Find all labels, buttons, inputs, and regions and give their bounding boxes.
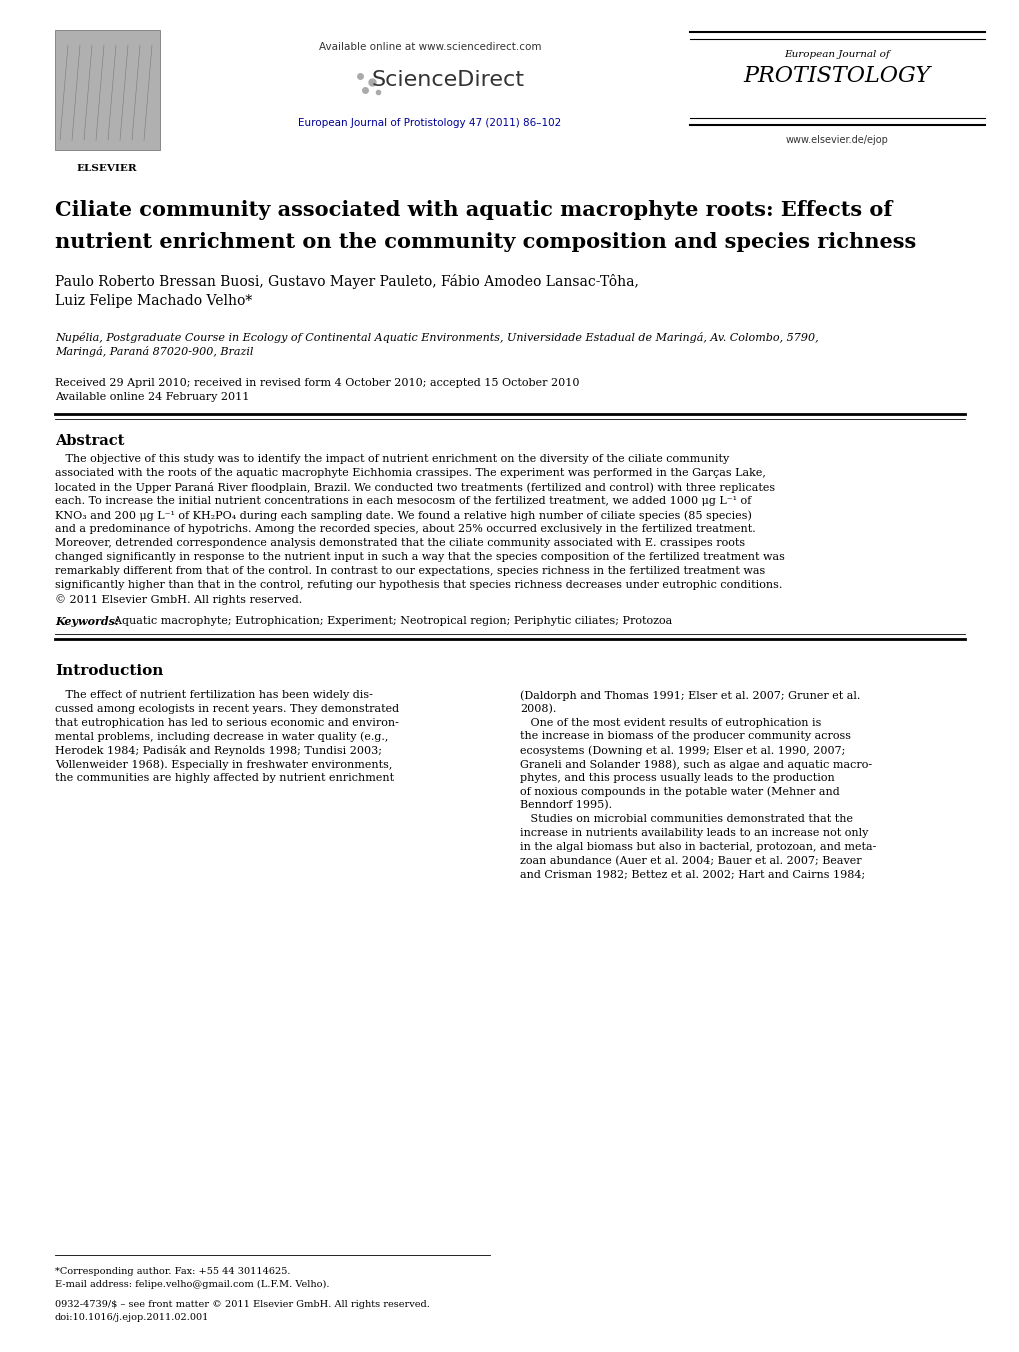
Text: Ciliate community associated with aquatic macrophyte roots: Effects of: Ciliate community associated with aquati…: [55, 200, 892, 220]
Text: nutrient enrichment on the community composition and species richness: nutrient enrichment on the community com…: [55, 233, 915, 251]
Text: © 2011 Elsevier GmbH. All rights reserved.: © 2011 Elsevier GmbH. All rights reserve…: [55, 594, 302, 604]
Text: Luiz Felipe Machado Velho*: Luiz Felipe Machado Velho*: [55, 293, 252, 308]
Text: increase in nutrients availability leads to an increase not only: increase in nutrients availability leads…: [520, 827, 867, 838]
Text: Keywords:: Keywords:: [55, 617, 119, 627]
Text: Benndorf 1995).: Benndorf 1995).: [520, 800, 611, 811]
Text: Introduction: Introduction: [55, 664, 163, 677]
Text: ecosystems (Downing et al. 1999; Elser et al. 1990, 2007;: ecosystems (Downing et al. 1999; Elser e…: [520, 745, 845, 756]
Text: Available online 24 February 2011: Available online 24 February 2011: [55, 392, 249, 402]
Text: and Crisman 1982; Bettez et al. 2002; Hart and Cairns 1984;: and Crisman 1982; Bettez et al. 2002; Ha…: [520, 869, 864, 879]
Text: Nupélia, Postgraduate Course in Ecology of Continental Aquatic Environments, Uni: Nupélia, Postgraduate Course in Ecology …: [55, 333, 818, 343]
Bar: [55, 30, 160, 150]
Text: 2008).: 2008).: [520, 704, 555, 714]
Text: of noxious compounds in the potable water (Mehner and: of noxious compounds in the potable wate…: [520, 787, 839, 798]
Text: that eutrophication has led to serious economic and environ-: that eutrophication has led to serious e…: [55, 718, 398, 727]
Text: zoan abundance (Auer et al. 2004; Bauer et al. 2007; Beaver: zoan abundance (Auer et al. 2004; Bauer …: [520, 856, 861, 865]
Text: remarkably different from that of the control. In contrast to our expectations, : remarkably different from that of the co…: [55, 566, 764, 576]
Text: www.elsevier.de/ejop: www.elsevier.de/ejop: [785, 135, 888, 145]
Text: 0932-4739/$ – see front matter © 2011 Elsevier GmbH. All rights reserved.: 0932-4739/$ – see front matter © 2011 El…: [55, 1301, 429, 1309]
Text: in the algal biomass but also in bacterial, protozoan, and meta-: in the algal biomass but also in bacteri…: [520, 842, 875, 852]
Text: Received 29 April 2010; received in revised form 4 October 2010; accepted 15 Oct: Received 29 April 2010; received in revi…: [55, 379, 579, 388]
Text: and a predominance of hypotrichs. Among the recorded species, about 25% occurred: and a predominance of hypotrichs. Among …: [55, 525, 755, 534]
Text: (Daldorph and Thomas 1991; Elser et al. 2007; Gruner et al.: (Daldorph and Thomas 1991; Elser et al. …: [520, 690, 860, 700]
Text: Abstract: Abstract: [55, 434, 124, 448]
Text: KNO₃ and 200 μg L⁻¹ of KH₂PO₄ during each sampling date. We found a relative hig: KNO₃ and 200 μg L⁻¹ of KH₂PO₄ during eac…: [55, 510, 751, 521]
Text: The objective of this study was to identify the impact of nutrient enrichment on: The objective of this study was to ident…: [55, 454, 729, 464]
Text: the communities are highly affected by nutrient enrichment: the communities are highly affected by n…: [55, 773, 393, 783]
Text: significantly higher than that in the control, refuting our hypothesis that spec: significantly higher than that in the co…: [55, 580, 782, 589]
Text: PROTISTOLOGY: PROTISTOLOGY: [743, 65, 929, 87]
Text: ScienceDirect: ScienceDirect: [371, 70, 524, 91]
Text: Paulo Roberto Bressan Buosi, Gustavo Mayer Pauleto, Fábio Amodeo Lansac-Tôha,: Paulo Roberto Bressan Buosi, Gustavo May…: [55, 274, 638, 289]
Text: Available online at www.sciencedirect.com: Available online at www.sciencedirect.co…: [318, 42, 541, 51]
Text: the increase in biomass of the producer community across: the increase in biomass of the producer …: [520, 731, 850, 741]
Text: associated with the roots of the aquatic macrophyte Eichhomia crassipes. The exp: associated with the roots of the aquatic…: [55, 468, 765, 479]
Text: European Journal of Protistology 47 (2011) 86–102: European Journal of Protistology 47 (201…: [299, 118, 561, 128]
Text: Maringá, Paraná 87020-900, Brazil: Maringá, Paraná 87020-900, Brazil: [55, 346, 253, 357]
Text: Herodek 1984; Padisák and Reynolds 1998; Tundisi 2003;: Herodek 1984; Padisák and Reynolds 1998;…: [55, 745, 382, 756]
Text: Moreover, detrended correspondence analysis demonstrated that the ciliate commun: Moreover, detrended correspondence analy…: [55, 538, 745, 548]
Text: mental problems, including decrease in water quality (e.g.,: mental problems, including decrease in w…: [55, 731, 388, 742]
Text: Studies on microbial communities demonstrated that the: Studies on microbial communities demonst…: [520, 814, 852, 825]
Text: changed significantly in response to the nutrient input in such a way that the s: changed significantly in response to the…: [55, 552, 784, 562]
Text: phytes, and this process usually leads to the production: phytes, and this process usually leads t…: [520, 773, 834, 783]
Text: E-mail address: felipe.velho@gmail.com (L.F.M. Velho).: E-mail address: felipe.velho@gmail.com (…: [55, 1280, 329, 1288]
Text: One of the most evident results of eutrophication is: One of the most evident results of eutro…: [520, 718, 820, 727]
Text: European Journal of: European Journal of: [784, 50, 889, 59]
Text: Vollenweider 1968). Especially in freshwater environments,: Vollenweider 1968). Especially in freshw…: [55, 758, 392, 769]
Text: cussed among ecologists in recent years. They demonstrated: cussed among ecologists in recent years.…: [55, 704, 398, 714]
Text: The effect of nutrient fertilization has been widely dis-: The effect of nutrient fertilization has…: [55, 690, 373, 700]
Text: Graneli and Solander 1988), such as algae and aquatic macro-: Graneli and Solander 1988), such as alga…: [520, 758, 871, 769]
Text: Aquatic macrophyte; Eutrophication; Experiment; Neotropical region; Periphytic c: Aquatic macrophyte; Eutrophication; Expe…: [107, 617, 672, 626]
Text: *Corresponding author. Fax: +55 44 30114625.: *Corresponding author. Fax: +55 44 30114…: [55, 1267, 290, 1276]
Text: located in the Upper Paraná River floodplain, Brazil. We conducted two treatment: located in the Upper Paraná River floodp…: [55, 483, 774, 493]
Text: each. To increase the initial nutrient concentrations in each mesocosm of the fe: each. To increase the initial nutrient c…: [55, 496, 751, 506]
Text: ELSEVIER: ELSEVIER: [76, 164, 138, 173]
Text: doi:10.1016/j.ejop.2011.02.001: doi:10.1016/j.ejop.2011.02.001: [55, 1313, 209, 1322]
